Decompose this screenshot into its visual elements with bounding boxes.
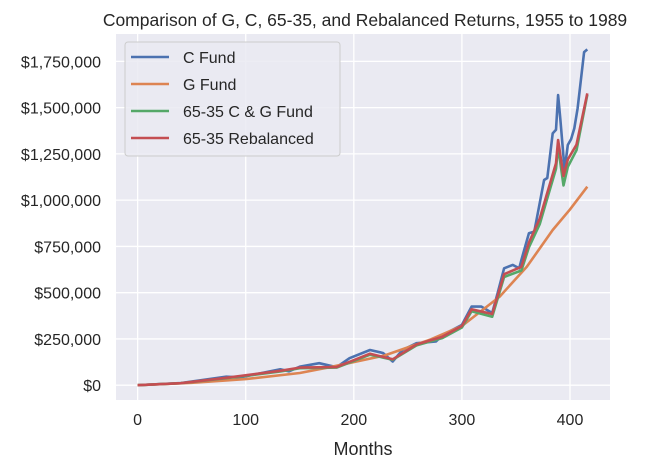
chart-title: Comparison of G, C, 65-35, and Rebalance… [103, 10, 627, 30]
legend-label: C Fund [183, 50, 235, 67]
y-tick-label: $500,000 [34, 286, 101, 303]
y-tick-label: $750,000 [34, 239, 101, 256]
x-tick-label: 200 [340, 412, 367, 429]
legend-box [124, 41, 341, 157]
legend-label: G Fund [183, 77, 236, 94]
series-line-65-35-rebalanced [137, 93, 589, 387]
legend-label: 65-35 Rebalanced [183, 131, 314, 148]
legend: C Fund G Fund 65-35 C & G Fund 65-35 Rebala… [124, 41, 341, 157]
x-tick-label: 400 [557, 412, 584, 429]
y-tick-label: $1,250,000 [21, 147, 101, 164]
y-tick-label: $250,000 [34, 332, 101, 349]
y-tick-label: $0 [83, 378, 101, 395]
y-tick-label: $1,000,000 [21, 193, 101, 210]
y-tick-label: $1,750,000 [21, 54, 101, 71]
x-tick-label: 0 [133, 412, 142, 429]
legend-label: 65-35 C & G Fund [183, 104, 313, 121]
x-tick-label: 300 [449, 412, 476, 429]
x-axis-label: Months [333, 439, 392, 459]
y-tick-label: $1,500,000 [21, 101, 101, 118]
x-tick-label: 100 [232, 412, 259, 429]
